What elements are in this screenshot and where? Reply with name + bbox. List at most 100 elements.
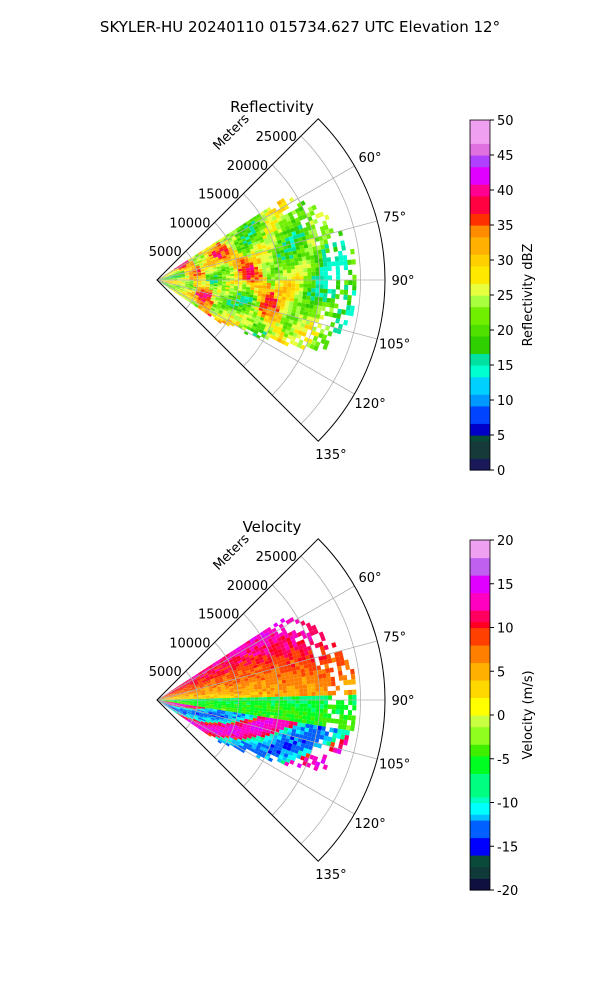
- field-cell: [160, 697, 165, 699]
- field-cell: [217, 303, 222, 307]
- field-cell: [253, 266, 259, 270]
- field-cell: [199, 674, 205, 678]
- field-cell: [230, 721, 236, 726]
- field-cell: [224, 264, 230, 268]
- field-cell: [176, 283, 182, 286]
- field-cell: [250, 700, 255, 703]
- field-cell: [189, 680, 194, 684]
- field-cell: [330, 298, 336, 304]
- field-cell: [288, 251, 294, 256]
- field-cell: [207, 715, 212, 718]
- radial-tick-label: 5000: [149, 665, 182, 680]
- field-cell: [327, 266, 332, 272]
- field-cell: [272, 748, 278, 753]
- field-cell: [168, 702, 173, 704]
- field-cell: [294, 261, 299, 266]
- field-cell: [266, 653, 272, 658]
- field-cell: [222, 280, 227, 282]
- field-cell: [177, 712, 182, 716]
- field-cell: [351, 290, 357, 296]
- field-cell: [254, 638, 260, 643]
- field-cell: [291, 700, 296, 704]
- field-cell: [252, 297, 258, 302]
- field-cell: [264, 676, 270, 680]
- field-cell: [339, 655, 345, 662]
- field-cell: [231, 678, 237, 682]
- field-cell: [293, 328, 300, 334]
- field-cell: [273, 219, 279, 224]
- field-cell: [237, 712, 242, 716]
- field-cell: [264, 240, 270, 245]
- field-cell: [212, 732, 217, 737]
- field-cell: [204, 254, 209, 258]
- field-cell: [250, 647, 255, 652]
- field-cell: [177, 695, 182, 697]
- field-cell: [337, 723, 343, 730]
- field-cell: [189, 704, 194, 706]
- field-cell: [252, 256, 257, 260]
- field-cell: [248, 645, 254, 650]
- field-cell: [203, 731, 209, 735]
- field-cell: [165, 701, 170, 702]
- field-cell: [200, 268, 205, 271]
- field-cell: [214, 729, 219, 734]
- field-cell: [310, 263, 316, 268]
- field-cell: [315, 275, 320, 280]
- field-cell: [182, 711, 187, 715]
- field-cell: [232, 237, 237, 242]
- field-cell: [204, 674, 209, 678]
- field-cell: [246, 746, 252, 751]
- field-cell: [285, 678, 291, 683]
- field-cell: [341, 724, 347, 730]
- field-cell: [282, 713, 287, 718]
- field-cell: [314, 341, 321, 347]
- field-cell: [257, 223, 263, 229]
- field-cell: [288, 235, 294, 241]
- field-cell: [280, 238, 286, 243]
- field-cell: [164, 275, 169, 277]
- field-cell: [236, 682, 242, 686]
- colorbar-swatch: [470, 831, 490, 839]
- field-cell: [341, 309, 347, 315]
- field-cell: [192, 270, 197, 273]
- field-cell: [169, 697, 174, 699]
- field-cell: [186, 714, 191, 717]
- field-cell: [169, 281, 174, 283]
- field-cell: [234, 241, 239, 246]
- field-cell: [314, 213, 321, 219]
- colorbar-swatch: [470, 662, 490, 669]
- field-cell: [266, 274, 271, 278]
- field-cell: [168, 284, 173, 287]
- field-cell: [319, 660, 325, 666]
- field-cell: [216, 686, 222, 689]
- field-cell: [189, 693, 194, 695]
- field-cell: [219, 715, 225, 718]
- field-cell: [221, 708, 226, 711]
- field-cell: [196, 677, 202, 681]
- field-cell: [276, 749, 282, 755]
- field-cell: [278, 266, 283, 271]
- field-cell: [281, 336, 288, 342]
- field-cell: [185, 702, 190, 704]
- field-cell: [193, 272, 198, 275]
- field-cell: [272, 317, 278, 323]
- field-cell: [225, 688, 230, 691]
- field-cell: [249, 687, 255, 691]
- field-cell: [220, 711, 226, 715]
- field-cell: [286, 689, 292, 694]
- field-cell: [170, 688, 175, 692]
- field-cell: [270, 273, 276, 278]
- field-cell: [165, 280, 170, 282]
- colorbar-swatch: [470, 230, 490, 238]
- field-cell: [285, 297, 291, 302]
- field-cell: [270, 696, 276, 700]
- field-cell: [246, 702, 251, 705]
- field-cell: [298, 260, 303, 266]
- field-cell: [240, 246, 246, 251]
- field-cell: [241, 683, 246, 687]
- field-cell: [202, 250, 207, 254]
- colorbar-swatch: [470, 604, 490, 611]
- field-cell: [167, 272, 172, 275]
- field-cell: [276, 217, 282, 223]
- field-cell: [294, 242, 300, 247]
